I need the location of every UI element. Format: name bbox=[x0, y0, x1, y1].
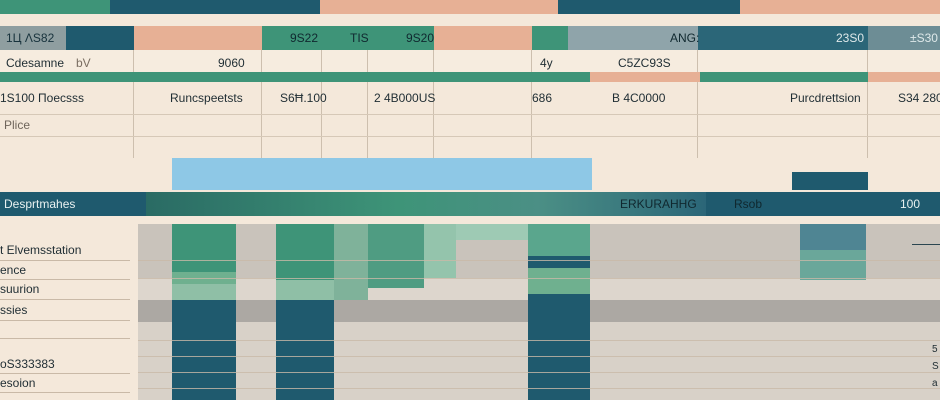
header-r1-c5: 23S0 bbox=[836, 31, 865, 45]
row3-c6: Purcdrettsion bbox=[790, 91, 861, 105]
grid-col-sep bbox=[434, 50, 532, 158]
header-r1-c3: 9S20 bbox=[406, 31, 435, 45]
top-strip-peach-b bbox=[740, 0, 940, 14]
grid-column-mint bbox=[456, 224, 528, 240]
row2-separator bbox=[0, 72, 590, 82]
grid-col-sep bbox=[322, 50, 368, 158]
list-divider bbox=[0, 392, 130, 393]
row3-c4: 686 bbox=[532, 91, 553, 105]
header-cell-gray bbox=[0, 26, 66, 50]
list-divider bbox=[0, 279, 130, 280]
header-cell-peach-1 bbox=[134, 26, 262, 50]
row2-c3: C5ZC93S bbox=[618, 56, 671, 70]
section-label-a: ERKURAHHG bbox=[620, 197, 697, 211]
grid-line bbox=[138, 260, 940, 261]
section-bar-gradient bbox=[146, 192, 706, 216]
list-divider bbox=[0, 260, 130, 261]
grid-column-slate bbox=[800, 224, 866, 280]
header-cell-teal-2 bbox=[532, 26, 568, 50]
right-marker: S bbox=[932, 361, 939, 372]
list-divider bbox=[0, 320, 130, 321]
small-dark-button[interactable] bbox=[792, 172, 868, 190]
row3-c2: S6Ħ.100 bbox=[280, 91, 327, 105]
grid-line bbox=[138, 340, 940, 341]
header-cell-peach-2 bbox=[434, 26, 532, 50]
list-item: t Elvemsstation bbox=[0, 243, 82, 257]
header-r1-c4: ANG: bbox=[670, 31, 700, 45]
left-list-panel bbox=[0, 216, 136, 400]
header-cell-dark bbox=[698, 26, 868, 50]
header-r1-c6: ±S30 bbox=[910, 31, 938, 45]
top-strip-peach-a bbox=[320, 0, 558, 14]
grid-column-teal bbox=[276, 224, 334, 400]
row3-c7: S34 2800 bbox=[898, 91, 940, 105]
grid-line bbox=[138, 356, 940, 357]
section-label-b: Rsob bbox=[734, 197, 763, 211]
right-marker: a bbox=[932, 378, 938, 389]
right-marker: 5 bbox=[932, 344, 938, 355]
header-cell-slate-2 bbox=[868, 26, 940, 50]
row2-c1: 9060 bbox=[218, 56, 245, 70]
list-divider bbox=[0, 299, 130, 300]
list-item: oS333383 bbox=[0, 357, 55, 371]
list-item: ssies bbox=[0, 303, 28, 317]
row2-left2: bV bbox=[76, 56, 91, 70]
list-item: ence bbox=[0, 263, 27, 277]
section-title: Desprtmahes bbox=[4, 197, 76, 211]
list-item: suurion bbox=[0, 282, 40, 296]
header-cell-slate bbox=[568, 26, 698, 50]
row3-left: 1S100 Поесsss bbox=[0, 91, 85, 105]
grid-column-teal-dark bbox=[528, 224, 590, 400]
selection-highlight[interactable] bbox=[172, 158, 592, 190]
list-divider bbox=[0, 373, 130, 374]
grid-line bbox=[138, 388, 940, 389]
right-tick bbox=[912, 244, 940, 245]
row2-separator-peach-2 bbox=[868, 72, 940, 82]
row2-separator-teal bbox=[700, 72, 868, 82]
grid-col-sep bbox=[262, 50, 322, 158]
top-strip-teal-left bbox=[0, 0, 110, 14]
row-divider bbox=[0, 136, 940, 137]
header-cell-teal-1 bbox=[262, 26, 434, 50]
grid-column-teal bbox=[172, 224, 236, 400]
header-r1-left: 1Ц ΛS82 bbox=[6, 31, 55, 45]
row3-c5: B 4C0000 bbox=[612, 91, 666, 105]
grid-col-sep bbox=[0, 50, 134, 158]
list-divider bbox=[0, 338, 130, 339]
header-r1-c2: TIS bbox=[350, 31, 369, 45]
row-divider bbox=[0, 114, 940, 115]
grid-col-sep bbox=[368, 50, 434, 158]
grid-col-sep bbox=[698, 50, 868, 158]
section-value: 100 bbox=[900, 197, 921, 211]
row2-separator-peach bbox=[590, 72, 700, 82]
grid-column-mint bbox=[424, 224, 456, 278]
grid-line bbox=[138, 278, 940, 279]
row2-c2: 4y bbox=[540, 56, 553, 70]
grid-col-sep bbox=[532, 50, 698, 158]
top-divider bbox=[0, 14, 940, 26]
grid-line bbox=[138, 372, 940, 373]
list-item: esoion bbox=[0, 376, 36, 390]
grid-column-mint bbox=[334, 224, 368, 300]
row3-c1: Runcspeetsts bbox=[170, 91, 243, 105]
grid-column-teal bbox=[368, 224, 424, 288]
grid-row-2 bbox=[0, 50, 940, 72]
row3-c3: 2 4B000US bbox=[374, 91, 436, 105]
row2-left: Cdesamne bbox=[6, 56, 65, 70]
row4-left: Plice bbox=[4, 118, 31, 132]
header-r1-c1: 9S22 bbox=[290, 31, 319, 45]
grid-col-sep bbox=[134, 50, 262, 158]
